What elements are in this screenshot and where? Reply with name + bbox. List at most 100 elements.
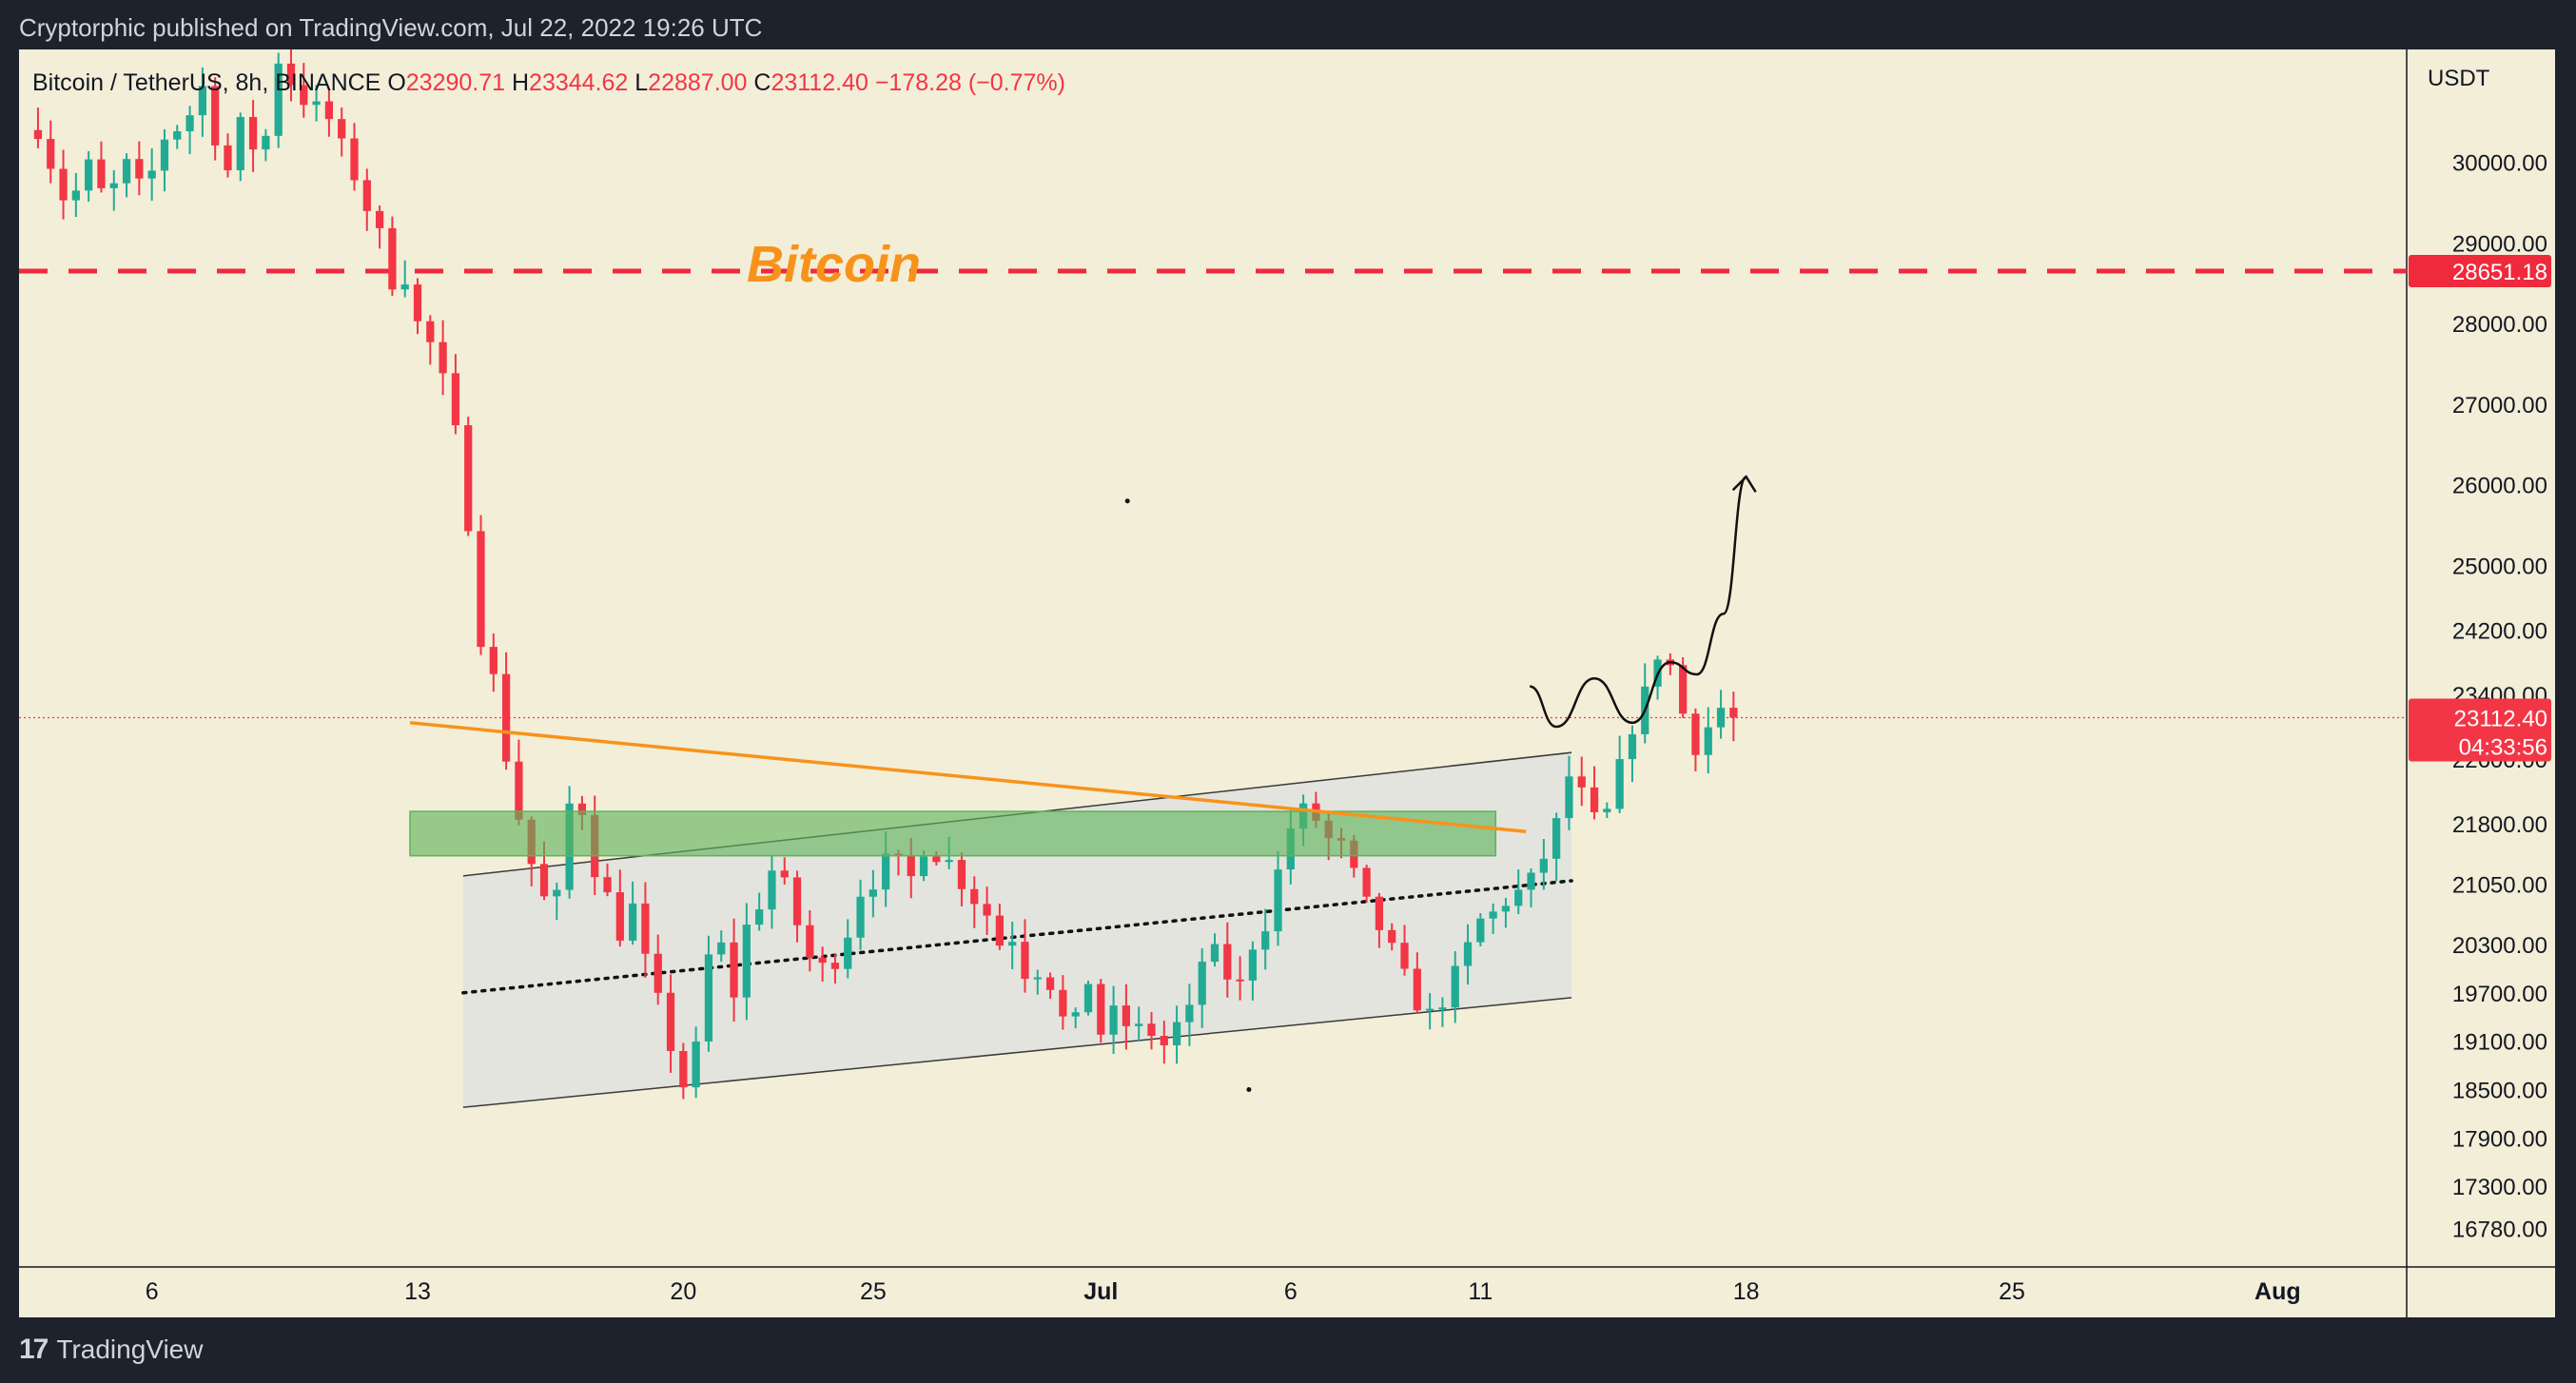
candle-body — [1514, 889, 1523, 906]
candle-body — [173, 131, 182, 140]
resistance-badge — [2409, 255, 2551, 288]
candle-body — [464, 425, 473, 532]
support-zone — [409, 810, 1497, 857]
drawing-dot — [1124, 498, 1130, 504]
candle-body — [780, 870, 789, 878]
candle — [1729, 692, 1738, 742]
channel-lower-line — [462, 997, 1572, 1108]
candle-body — [539, 864, 549, 897]
candle — [1514, 869, 1523, 915]
price-tick-label: 30000.00 — [2452, 151, 2547, 177]
candle — [806, 909, 814, 972]
price-tick-label: 19100.00 — [2452, 1030, 2547, 1056]
price-tick-label: 21050.00 — [2452, 872, 2547, 898]
time-tick-label: 25 — [860, 1278, 887, 1305]
candle — [1590, 766, 1599, 820]
candle-body — [768, 870, 776, 910]
candle — [1451, 951, 1459, 1023]
candle — [1691, 708, 1700, 772]
candle-body — [1527, 872, 1535, 890]
candle-body — [1489, 911, 1497, 919]
candle-body — [1261, 931, 1270, 950]
candle-body — [666, 992, 675, 1051]
candle — [1489, 903, 1497, 934]
candle-body — [919, 856, 928, 877]
tradingview-logo[interactable]: 17 TradingView — [19, 1334, 203, 1366]
candle-body — [742, 925, 751, 998]
candle-body — [85, 159, 93, 191]
candle-body — [1147, 1023, 1156, 1037]
candle-body — [957, 860, 966, 889]
candle-body — [1691, 713, 1700, 755]
candle-body — [1210, 944, 1220, 963]
candle — [1261, 908, 1270, 970]
candle-body — [224, 145, 232, 170]
symbol-title: Bitcoin / TetherUS, 8h, BINANCE — [32, 69, 387, 96]
candle — [1210, 933, 1220, 967]
candle — [1577, 756, 1586, 807]
candle-body — [730, 942, 738, 998]
candle-body — [1679, 665, 1688, 714]
candle-body — [1539, 858, 1548, 873]
low-label: L — [634, 69, 648, 96]
candle-body — [1045, 977, 1055, 990]
candle — [1248, 941, 1258, 1001]
candle-body — [704, 954, 713, 1042]
candle-body — [248, 117, 258, 150]
publisher-header: Cryptorphic published on TradingView.com… — [19, 13, 763, 42]
candle — [122, 153, 131, 198]
candle-body — [615, 892, 624, 941]
candle-body — [1425, 1008, 1434, 1011]
candle — [1097, 979, 1105, 1043]
candle — [1033, 969, 1042, 995]
candle-body — [995, 915, 1004, 946]
time-tick-label: 20 — [670, 1278, 696, 1305]
time-tick-label: 18 — [1733, 1278, 1760, 1305]
candle — [160, 128, 169, 192]
candle-body — [1476, 918, 1485, 943]
candle — [501, 652, 511, 770]
candle-body — [868, 889, 877, 897]
candle-body — [122, 159, 131, 184]
candle-body — [286, 63, 296, 86]
candle — [742, 903, 751, 1021]
candle — [1628, 725, 1637, 783]
currency-label: USDT — [2428, 66, 2490, 91]
candle — [1603, 802, 1611, 819]
open-value: 23290.71 — [406, 69, 512, 96]
candle — [1274, 851, 1282, 946]
candle — [1425, 993, 1434, 1030]
candle-body — [1565, 776, 1573, 819]
candle-body — [1109, 1005, 1118, 1035]
candle-body — [477, 531, 485, 648]
price-tick-label: 18500.00 — [2452, 1079, 2547, 1104]
candle — [830, 953, 840, 984]
candle-body — [945, 860, 953, 863]
candle-body — [312, 101, 321, 106]
candle-body — [147, 170, 156, 179]
candle-body — [160, 139, 169, 171]
candle — [1501, 898, 1511, 928]
candle-body — [654, 953, 662, 993]
candle — [388, 216, 397, 297]
candle — [1059, 975, 1067, 1030]
candle-body — [1552, 818, 1561, 859]
candle — [248, 99, 258, 172]
time-tick-label: Aug — [2254, 1278, 2301, 1305]
candle-body — [1122, 1005, 1131, 1026]
candle-body — [300, 85, 308, 106]
candle-body — [1274, 869, 1282, 932]
candle-body — [679, 1050, 688, 1088]
price-tick-label: 25000.00 — [2452, 555, 2547, 580]
candle — [1223, 922, 1232, 998]
candle — [856, 879, 865, 950]
candle-body — [135, 159, 144, 179]
candle — [135, 141, 144, 196]
descending-trendline — [409, 721, 1527, 833]
candle-body — [603, 877, 612, 893]
candle — [1400, 925, 1409, 976]
projection-path — [1529, 476, 1747, 729]
candle — [970, 876, 979, 928]
candle — [362, 168, 371, 231]
